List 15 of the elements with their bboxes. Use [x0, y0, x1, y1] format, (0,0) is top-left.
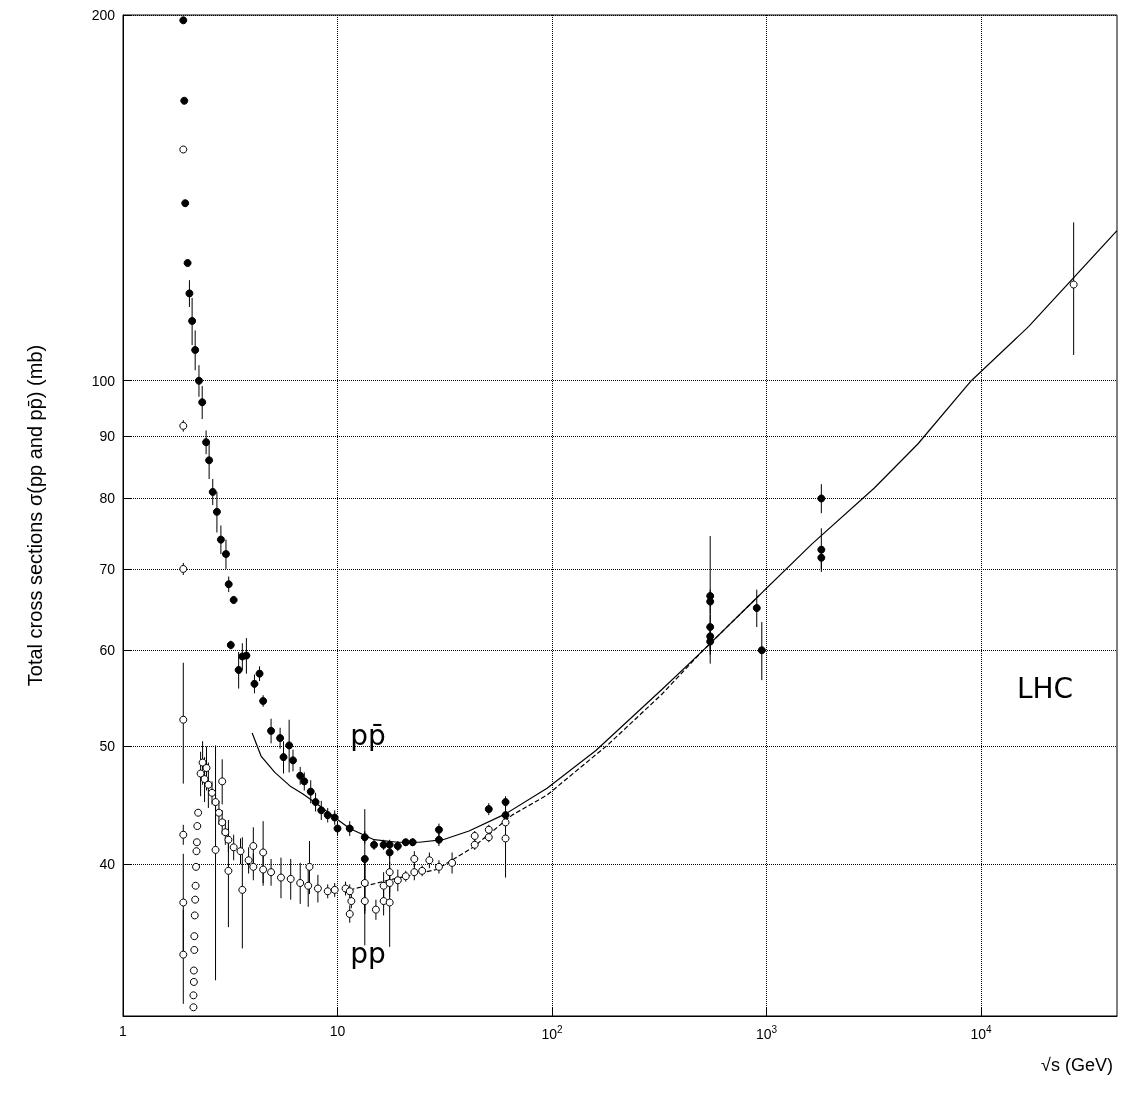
y-tick-label: 70: [99, 560, 116, 577]
annotation: pp: [350, 936, 386, 970]
x-tick-label: 10: [329, 1023, 346, 1039]
annotation: pp̄: [350, 718, 386, 752]
y-tick-label: 100: [91, 372, 116, 389]
y-axis-title: Total cross sections σ(pp and pp̄) (mb): [24, 344, 46, 687]
annotation: LHC: [1016, 671, 1074, 705]
x-tick-label: 1: [119, 1023, 128, 1039]
y-tick-label: 200: [91, 7, 116, 23]
x-axis-title: √s (GeV): [1041, 1055, 1113, 1075]
y-tick-label: 40: [99, 856, 116, 873]
y-tick-label: 60: [99, 642, 116, 659]
y-tick-label: 90: [99, 428, 116, 445]
y-tick-label: 50: [99, 738, 116, 755]
y-tick-label: 80: [99, 490, 116, 507]
